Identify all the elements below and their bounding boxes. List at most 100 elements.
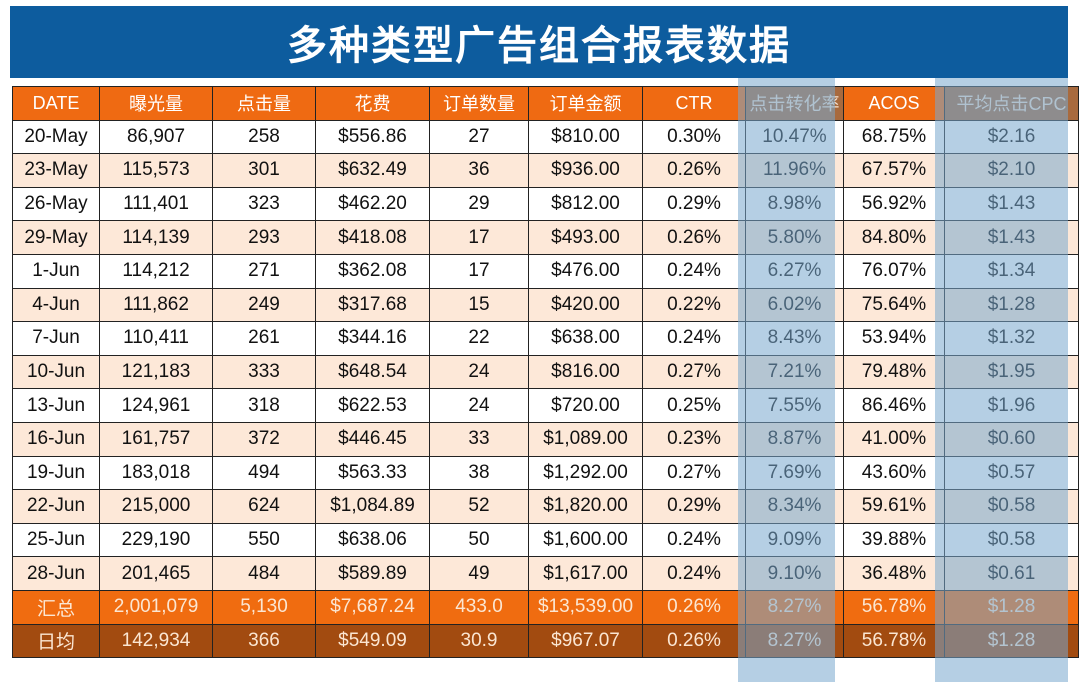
table-cell: 323 [212,186,316,222]
table-cell: $0.57 [944,455,1079,491]
ad-report-table: DATE 曝光量 点击量 花费 订单数量 订单金额 CTR 点击转化率 ACOS 平均点击CPC … [12,86,1079,659]
table-cell: 271 [212,253,316,289]
table-cell: 26-May [12,186,100,222]
table-cell: 67.57% [843,153,945,188]
daily-average-row: 日均 142,934 366 $549.09 30.9 $967.07 0.26% 8.27%… [12,623,1079,659]
table-cell: 366 [212,623,316,659]
table-cell: $1.95 [944,354,1079,390]
column-header: ACOS [843,86,945,121]
column-header: DATE [12,86,100,121]
table-cell: 121,183 [99,354,213,390]
table-cell: 8.27% [745,589,844,625]
table-cell: $1,820.00 [528,489,643,524]
table-cell: 115,573 [99,153,213,188]
table-cell: 33 [429,421,529,457]
table-cell: $1,292.00 [528,455,643,491]
table-cell: $0.60 [944,421,1079,457]
table-cell: 301 [212,153,316,188]
table-cell: 0.29% [642,489,746,524]
table-cell: 494 [212,455,316,491]
table-cell: 4-Jun [12,287,100,323]
table-cell: 56.78% [843,623,945,659]
table-cell: $7,687.24 [315,589,430,625]
table-cell: 79.48% [843,354,945,390]
column-header: 点击转化率 [745,86,844,121]
table-cell: 86.46% [843,388,945,423]
table-cell: 7.55% [745,388,844,423]
table-cell: 111,401 [99,186,213,222]
table-cell: 50 [429,522,529,558]
table-cell: $1.28 [944,589,1079,625]
table-cell: 76.07% [843,253,945,289]
table-cell: 20-May [12,119,100,155]
table-cell: 183,018 [99,455,213,491]
table-cell: $1.43 [944,186,1079,222]
table-cell: 215,000 [99,489,213,524]
table-cell: $0.58 [944,489,1079,524]
table-cell: $632.49 [315,153,430,188]
table-cell: 日均 [12,623,100,659]
page-title: 多种类型广告组合报表数据 [10,6,1068,78]
header-row: DATE 曝光量 点击量 花费 订单数量 订单金额 CTR 点击转化率 ACOS 平均点击CPC [12,86,1079,121]
table-cell: $1,617.00 [528,556,643,591]
table-cell: $1.43 [944,220,1079,255]
table-cell: 0.29% [642,186,746,222]
table-cell: $967.07 [528,623,643,659]
table-cell: $0.58 [944,522,1079,558]
table-cell: 7.21% [745,354,844,390]
table-cell: $362.08 [315,253,430,289]
table-cell: 24 [429,388,529,423]
table-cell: 22-Jun [12,489,100,524]
table-cell: 0.24% [642,321,746,356]
table-cell: 111,862 [99,287,213,323]
table-cell: $418.08 [315,220,430,255]
table-cell: 624 [212,489,316,524]
table-cell: 318 [212,388,316,423]
table-cell: $493.00 [528,220,643,255]
table-cell: $476.00 [528,253,643,289]
table-cell: $420.00 [528,287,643,323]
table-cell: 56.92% [843,186,945,222]
table-cell: 333 [212,354,316,390]
table-cell: 41.00% [843,421,945,457]
table-row: 4-Jun 111,862 249 $317.68 15 $420.00 0.22% 6.02… [12,287,1079,323]
column-header: 平均点击CPC [944,86,1079,121]
summary-row: 汇总 2,001,079 5,130 $7,687.24 433.0 $13,539.00… [12,589,1079,625]
table-cell: 161,757 [99,421,213,457]
table-row: 13-Jun 124,961 318 $622.53 24 $720.00 0.25% 7.5… [12,388,1079,423]
table-row: 29-May 114,139 293 $418.08 17 $493.00 0.26% 5.8… [12,220,1079,255]
table-cell: 86,907 [99,119,213,155]
table-cell: $648.54 [315,354,430,390]
table-cell: 0.26% [642,623,746,659]
table-cell: 15 [429,287,529,323]
table-cell: 29 [429,186,529,222]
table-cell: 124,961 [99,388,213,423]
table-cell: 0.26% [642,589,746,625]
table-cell: $1,089.00 [528,421,643,457]
table-cell: 7.69% [745,455,844,491]
table-cell: $446.45 [315,421,430,457]
table-cell: 23-May [12,153,100,188]
table-cell: 17 [429,220,529,255]
table-cell: $563.33 [315,455,430,491]
table-cell: $720.00 [528,388,643,423]
table-cell: 0.25% [642,388,746,423]
table-cell: 110,411 [99,321,213,356]
table-row: 20-May 86,907 258 $556.86 27 $810.00 0.30% 10.4… [12,119,1079,155]
table-cell: 0.27% [642,455,746,491]
table-cell: 9.10% [745,556,844,591]
table-cell: $2.16 [944,119,1079,155]
column-header: CTR [642,86,746,121]
table-cell: $1.28 [944,287,1079,323]
table-row: 22-Jun 215,000 624 $1,084.89 52 $1,820.00 0.29… [12,489,1079,524]
table-cell: 36.48% [843,556,945,591]
table-cell: 39.88% [843,522,945,558]
table-cell: 114,212 [99,253,213,289]
table-cell: 24 [429,354,529,390]
table-cell: 114,139 [99,220,213,255]
table-cell: 8.27% [745,623,844,659]
table-cell: 0.27% [642,354,746,390]
table-cell: $549.09 [315,623,430,659]
table-cell: 0.26% [642,153,746,188]
table-cell: 28-Jun [12,556,100,591]
